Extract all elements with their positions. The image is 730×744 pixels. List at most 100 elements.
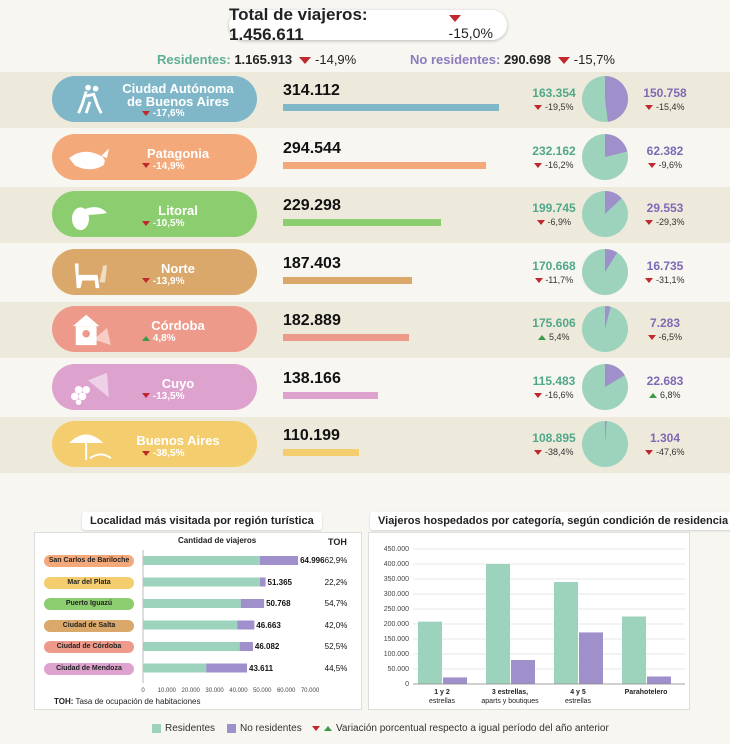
region-residence-pie (582, 420, 628, 467)
down-arrow-icon (534, 277, 543, 283)
down-arrow-icon (142, 450, 150, 456)
nonresidents-change-value: -31,1% (653, 274, 685, 285)
locality-bar-nonresidents (259, 577, 266, 587)
down-arrow-icon (534, 162, 543, 168)
locality-bar-residents (143, 599, 241, 608)
region-residents-value: 163.354 (532, 86, 576, 100)
locality-toh-value: 44,5% (324, 663, 348, 673)
locality-label: Ciudad de Córdoba (44, 641, 134, 653)
region-pill: Norte -13,9% (52, 248, 257, 295)
grapes-icon (71, 372, 109, 405)
region-change-value: 4,8% (150, 333, 176, 344)
locality-total-value: 50.768 (266, 599, 291, 608)
residents-change-value: -16,6% (542, 389, 574, 400)
region-nonresidents-change: -29,3% (635, 217, 695, 227)
down-arrow-icon (536, 220, 545, 226)
locality-x-tick: 40.000 (229, 688, 248, 694)
category-x-label: Parahotelero (625, 689, 668, 696)
locality-bar-nonresidents (206, 663, 248, 673)
region-nonresidents-value: 62.382 (646, 143, 684, 158)
birdhouse-icon (72, 314, 111, 346)
nonresidents-change-value: -29,3% (653, 217, 685, 227)
category-bar-nonresidents (511, 660, 535, 684)
region-total-value: 294.544 (283, 139, 341, 157)
region-row: Cuyo -13,5% 138.166 115.483 -16,6% 22.683 6… (0, 360, 730, 416)
region-total-bar (283, 276, 412, 284)
category-bar-nonresidents (443, 677, 467, 684)
region-nonresidents-change: -47,6% (635, 447, 695, 457)
total-change: -15,0% (448, 9, 507, 41)
whale-icon (69, 147, 109, 169)
llama-icon (74, 262, 107, 288)
down-arrow-icon (558, 57, 571, 65)
category-bar-residents (622, 616, 646, 684)
residents-change-value: 5,4% (546, 332, 570, 342)
region-pill: Ciudad Autónoma de Buenos Aires -17,6% (52, 76, 257, 122)
region-total-bar (283, 449, 359, 456)
up-arrow-icon (324, 726, 332, 731)
region-residents-change: -6,9% (524, 217, 584, 227)
beach-umbrella-icon (69, 434, 112, 461)
region-residents-value: 115.483 (532, 373, 576, 388)
region-change-value: -38,5% (150, 448, 185, 459)
category-bar-residents (554, 582, 578, 684)
locality-toh-value: 62,9% (324, 556, 348, 565)
residents-change-value: -38,4% (542, 447, 574, 457)
region-residence-pie (582, 248, 628, 295)
region-name-line: Norte (161, 260, 195, 276)
region-nonresidents-change: -6,5% (635, 332, 695, 342)
region-total-value: 110.199 (283, 427, 340, 444)
locality-bar-residents (143, 663, 207, 673)
locality-toh-value: 52,5% (324, 642, 348, 651)
down-arrow-icon (647, 162, 656, 168)
region-row: Buenos Aires -38,5% 110.199 108.895 -38,4%… (0, 417, 730, 473)
region-nonresidents-change: -15,4% (635, 102, 695, 112)
region-total-bar (283, 334, 409, 341)
region-total-value: 229.298 (283, 197, 341, 214)
residents-change-value: -11,7% (542, 274, 574, 285)
toh-header: TOH (328, 537, 347, 547)
region-name: Litoral (107, 204, 249, 217)
nonresidents-subtotal-label: No residentes: (410, 52, 501, 67)
region-row: Litoral -10,5% 229.298 199.745 -6,9% 29.553… (0, 187, 730, 243)
locality-x-tick: 10.000 (158, 688, 177, 694)
region-residents-change: -16,6% (524, 390, 584, 400)
category-x-label: 1 y 2 (434, 689, 450, 696)
category-bar-nonresidents (579, 632, 603, 684)
region-nonresidents-value: 7.283 (649, 316, 681, 330)
region-residents-value: 108.895 (532, 431, 576, 445)
region-nonresidents-change: 6,8% (635, 390, 695, 400)
pie-slice-nonresidents (605, 133, 628, 157)
category-y-tick: 200.000 (384, 621, 409, 628)
down-arrow-icon (645, 105, 654, 111)
locality-x-tick: 0 (141, 688, 145, 694)
region-change-value: -13,9% (150, 275, 185, 287)
region-change: -14,9% (142, 161, 184, 172)
pie-slice-nonresidents (605, 363, 625, 387)
nonresidents-subtotal-value: 290.698 (503, 52, 551, 67)
region-residents-change: -19,5% (524, 102, 584, 112)
region-name: Ciudad Autónoma de Buenos Aires (107, 82, 249, 108)
nonresidents-swatch (227, 724, 236, 733)
pie-slice-nonresidents (605, 248, 618, 272)
down-arrow-icon (142, 278, 150, 284)
locality-label: Ciudad de Mendoza (44, 662, 134, 675)
locality-chart-title: Localidad más visitada por región turíst… (82, 512, 322, 530)
category-bar-residents (418, 621, 442, 684)
category-bar-nonresidents (647, 676, 671, 684)
locality-total-value: 46.082 (254, 642, 280, 651)
locality-bar-residents (143, 620, 238, 630)
region-change: -13,5% (142, 391, 184, 402)
pie-slice-nonresidents (605, 75, 629, 122)
pie-slice-nonresidents (605, 420, 607, 444)
locality-label: Puerto Iguazú (44, 598, 134, 610)
region-row: Norte -13,9% 187.403 170.668 -11,7% 16.735 … (0, 245, 730, 301)
region-residents-value: 170.668 (532, 258, 576, 273)
region-change-value: -10,5% (150, 218, 185, 229)
down-arrow-icon (142, 110, 150, 116)
region-total-bar (283, 391, 378, 399)
region-name-line: Ciudad Autónoma (122, 81, 234, 96)
locality-x-tick: 60.000 (277, 688, 296, 694)
residents-subtotal-change: -14,9% (315, 52, 357, 67)
